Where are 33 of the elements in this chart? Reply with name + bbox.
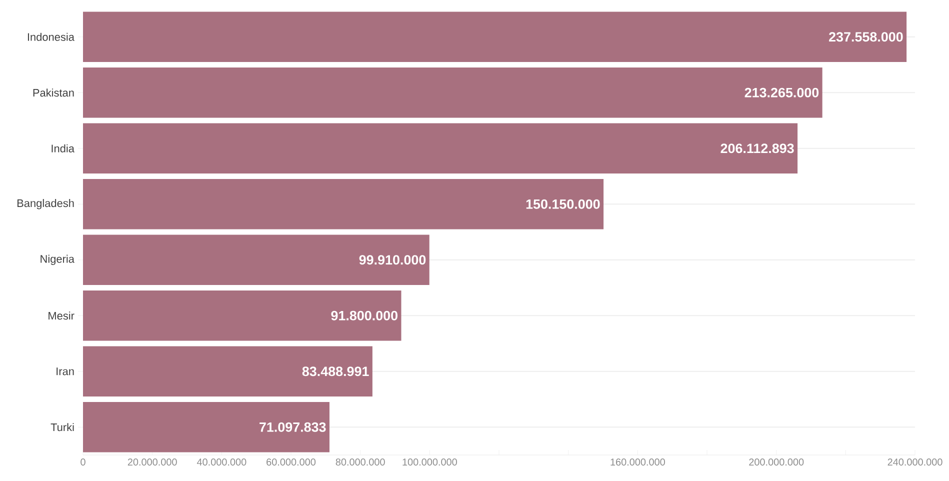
x-tick-label: 100.000.000 xyxy=(402,458,457,466)
bar xyxy=(83,179,604,230)
y-tick-label: Pakistan xyxy=(33,88,74,97)
bar xyxy=(83,68,822,118)
y-tick-label: Bangladesh xyxy=(18,199,74,210)
bar xyxy=(83,12,907,62)
data-label: 213.265.000 xyxy=(744,88,819,98)
bar xyxy=(83,346,372,396)
bar xyxy=(83,402,330,452)
x-tick-label: 200.000.000 xyxy=(749,458,804,466)
data-label: 150.150.000 xyxy=(526,199,600,209)
y-tick-label: India xyxy=(52,144,74,152)
x-tick-label: 60.000.000 xyxy=(266,458,316,466)
data-label: 83.488.991 xyxy=(302,366,369,376)
y-tick-label: Turki xyxy=(50,423,74,432)
y-tick-label: Mesir xyxy=(48,312,74,320)
bar xyxy=(83,234,430,285)
x-tick-label: 240.000.000 xyxy=(888,458,942,466)
data-label: 71.097.833 xyxy=(260,422,326,432)
x-tick-label: 40.000.000 xyxy=(196,458,246,466)
x-tick-label: 20.000.000 xyxy=(128,458,177,466)
y-tick-label: Indonesia xyxy=(28,32,74,41)
data-label: 206.112.893 xyxy=(720,144,794,154)
x-tick-label: 160.000.000 xyxy=(610,458,665,466)
bar xyxy=(83,123,798,174)
x-tick-label: 80.000.000 xyxy=(336,458,385,466)
data-label: 91.800.000 xyxy=(331,310,398,320)
data-label: 99.910.000 xyxy=(359,255,426,265)
y-tick-label: Iran xyxy=(56,368,74,376)
bar xyxy=(83,290,402,341)
x-tick-label: 0 xyxy=(80,458,86,466)
y-tick-label: Nigeria xyxy=(40,254,74,265)
data-label: 237.558.000 xyxy=(829,32,903,42)
